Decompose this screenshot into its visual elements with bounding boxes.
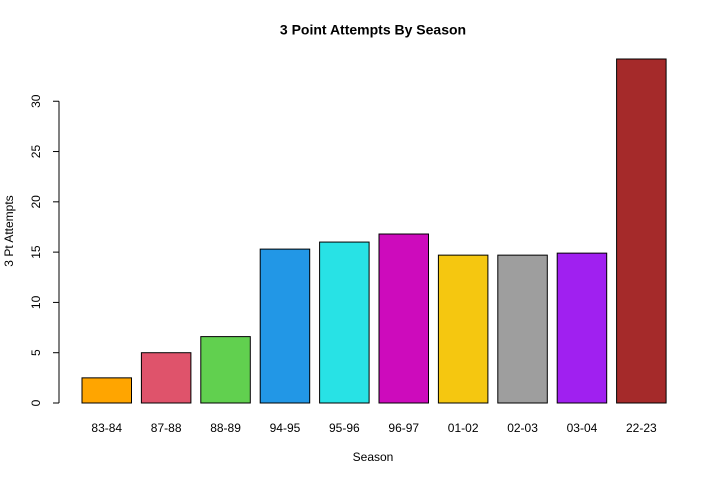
x-tick-label: 02-03 (507, 421, 538, 435)
bar (319, 241, 370, 404)
bar (81, 377, 132, 404)
y-tick-label: 10 (29, 295, 43, 309)
bar (497, 254, 548, 404)
x-tick-label: 01-02 (448, 421, 479, 435)
x-tick-label: 95-96 (329, 421, 360, 435)
x-tick-label: 22-23 (626, 421, 657, 435)
y-tick-label: 25 (29, 145, 43, 159)
bar (556, 252, 608, 404)
chart-title: 3 Point Attempts By Season (280, 22, 466, 38)
bar (140, 352, 192, 404)
y-tick-label: 30 (29, 94, 43, 108)
x-tick-label: 87-88 (151, 421, 182, 435)
x-tick-label: 94-95 (270, 421, 301, 435)
bar (259, 248, 311, 404)
y-tick-label: 0 (29, 399, 43, 406)
bar (437, 254, 489, 404)
y-axis-label: 3 Pt Attempts (2, 195, 16, 266)
x-tick-label: 03-04 (567, 421, 598, 435)
x-tick-label: 88-89 (210, 421, 241, 435)
y-tick-label: 20 (29, 195, 43, 209)
bar (378, 233, 429, 404)
x-tick-label: 96-97 (388, 421, 419, 435)
y-tick-label: 15 (29, 245, 43, 259)
x-axis-label: Season (353, 450, 394, 464)
y-tick-label: 5 (29, 349, 43, 356)
bar (200, 336, 251, 404)
bar (616, 58, 667, 404)
x-tick-label: 83-84 (91, 421, 122, 435)
